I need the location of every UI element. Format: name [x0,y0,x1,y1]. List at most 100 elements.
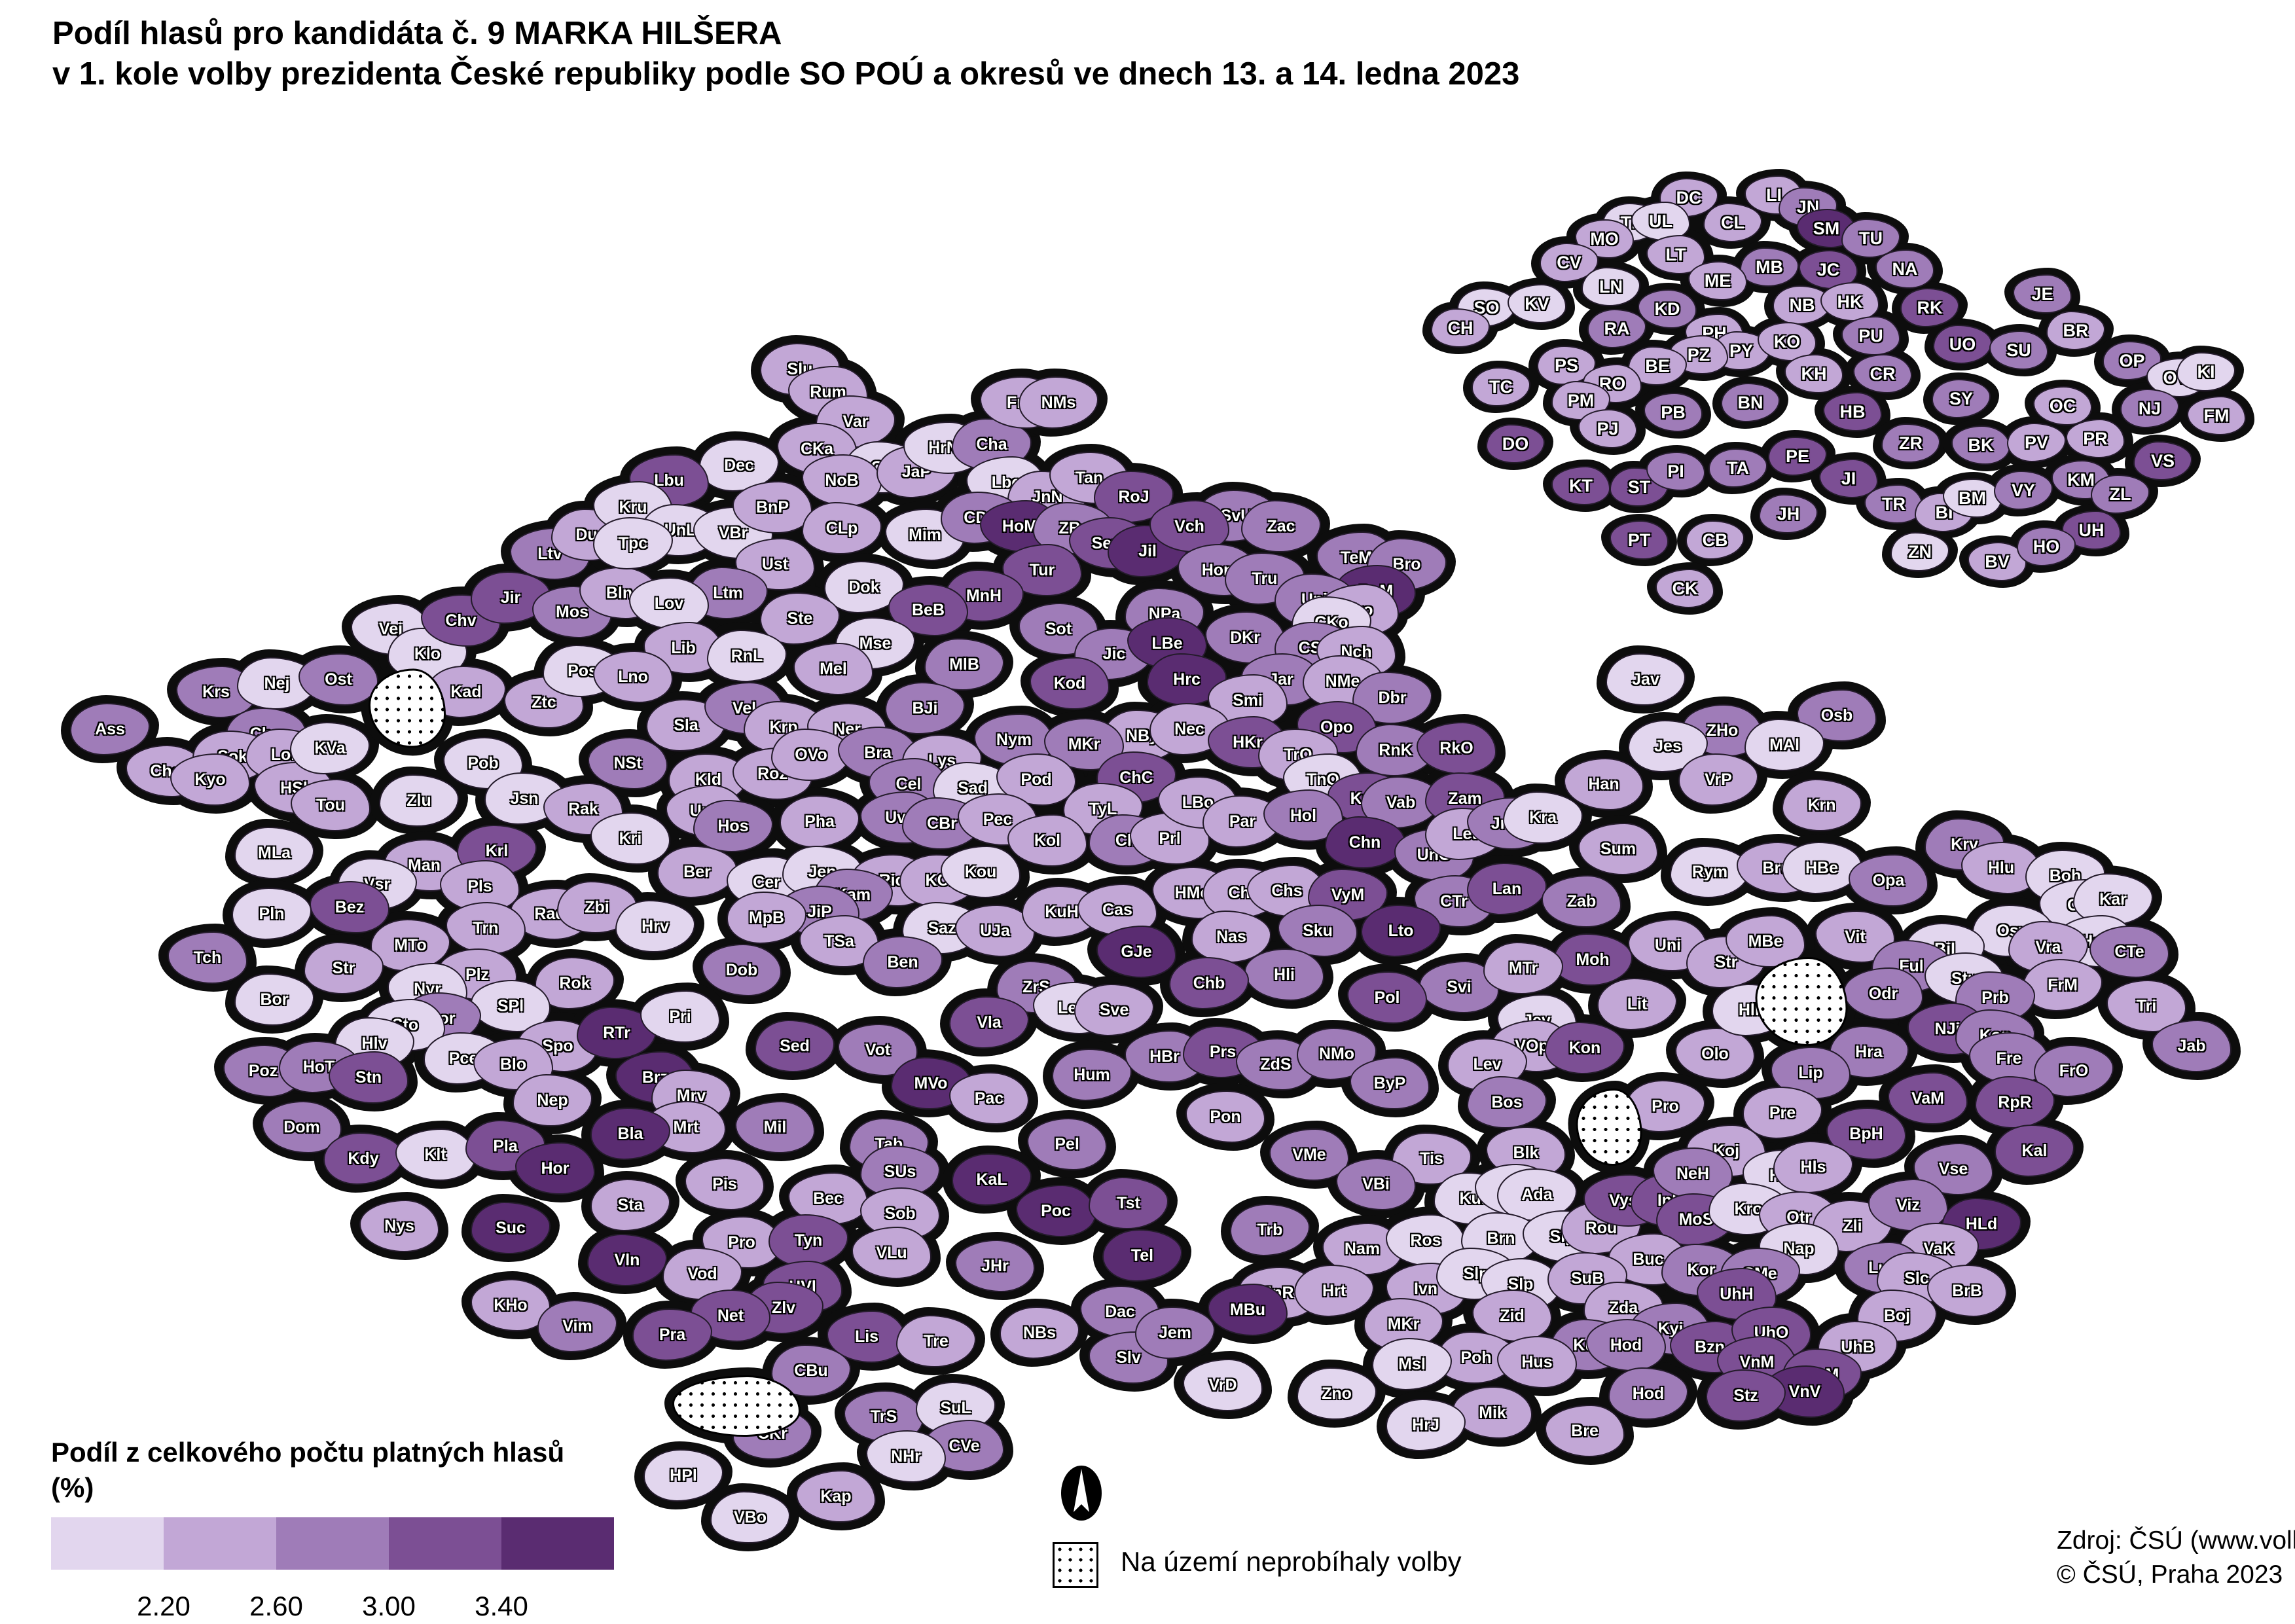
region-label: Vch [1174,516,1204,535]
region-label: MKr [1387,1314,1420,1333]
region-label: DO [1502,433,1529,454]
region-Kap: Kap [796,1470,876,1523]
region-MBu: MBu [1208,1284,1288,1336]
region-Ber: Ber [657,846,737,898]
region-label: Kar [2099,890,2127,909]
region-label: Tru [1252,569,1278,588]
region-ZN: ZN [1890,532,1949,571]
region-RpR: RpR [1975,1076,2055,1128]
region-label: RpR [1998,1092,2032,1111]
region-label: VY [2011,480,2036,500]
region-Pre: Pre [1743,1087,1822,1139]
region-label: ZHo [1706,721,1739,740]
region-Kra: Kra [1503,791,1583,844]
region-label: UL [1649,211,1672,231]
region-label: Kou [964,862,997,881]
region-label: Kad [450,682,482,701]
region-label: Dok [848,577,880,596]
legend-title-line2: (%) [51,1472,94,1503]
region-label: Chn [1348,833,1381,852]
region-label: TrS [870,1407,897,1426]
region-label: FrO [2059,1061,2089,1080]
region-label: Nep [537,1091,568,1110]
region-label: Vse [1938,1159,1968,1178]
region-BJi: BJi [885,682,965,734]
region-label: Mik [1479,1403,1506,1422]
region-label: MTr [1508,958,1538,977]
region-label: Vra [2035,937,2061,956]
region-Odr: Odr [1843,967,1923,1020]
region-label: KM [2067,469,2095,490]
region-label: NMo [1318,1044,1355,1063]
region-label: Hrv [642,916,669,935]
region-CH: CH [1431,308,1490,348]
region-label: Poc [1041,1201,1071,1220]
region-HK: HK [1820,282,1879,321]
region-ME: ME [1688,261,1747,300]
region-label: UhB [1841,1337,1875,1356]
region-label: Hos [717,816,749,835]
region-label: Lev [1473,1055,1502,1074]
region-Lto: Lto [1361,905,1441,957]
region-label: NMe [1325,672,1360,691]
region-label: Chs [1271,881,1303,900]
region-PT: PT [1610,520,1669,560]
region-label: Chb [1193,973,1225,992]
legend-break-3: 3.00 [362,1591,416,1621]
region-label: PU [1858,325,1883,346]
region-label: BM [1959,488,1986,508]
region-PV: PV [2007,423,2066,462]
region-label: SuL [940,1398,971,1417]
region-RK: RK [1900,288,1959,327]
region-label: KO [1773,331,1801,352]
region-Bla: Bla [590,1108,670,1160]
region-label: Hus [1521,1352,1553,1371]
region-label: ChC [1119,768,1153,787]
region-label: VyM [1331,885,1365,904]
region-Str: Str [304,942,384,994]
region-label: Saz [928,918,956,937]
region-label: CH [1447,317,1473,338]
region-label: Pls [467,876,492,895]
region-label: PT [1627,530,1651,550]
region-Bor: Bor [234,973,314,1026]
region-label: Hod [1632,1384,1665,1403]
region-GJe: GJe [1096,926,1176,978]
region-BR: BR [2046,311,2105,350]
region-KH: KH [1784,354,1843,393]
region-Kri: Kri [590,812,670,865]
region-label: KV [1525,293,1549,314]
region-label: Ost [325,670,352,689]
region-Pol: Pol [1347,971,1427,1024]
region-label: Lan [1492,879,1522,898]
region-label: Kal [2021,1141,2048,1160]
region-label: Kro [1734,1199,1763,1218]
region-label: RK [1917,297,1943,317]
region-Klt: Klt [395,1128,475,1181]
region-Sve: Sve [1074,984,1154,1036]
region-VMe: VMe [1269,1128,1349,1181]
region-MpB: MpB [727,892,806,944]
region-Tst: Tst [1089,1177,1168,1229]
legend-title: Podíl z celkového počtu platných hlasů (… [51,1435,564,1506]
region-Tou: Tou [291,779,370,831]
region-label: Vab [1386,793,1416,812]
region-label: Trb [1257,1220,1283,1239]
region-label: Tch [193,948,222,967]
region-label: Pre [1769,1103,1796,1122]
region-label: ME [1704,270,1731,291]
region-label: Hrt [1322,1281,1346,1300]
region-label: PS [1554,355,1579,375]
region-label: CLp [825,518,858,537]
region-Trn: Trn [446,902,526,954]
region-label: SuB [1571,1269,1604,1288]
region-Pac: Pac [949,1072,1029,1125]
region-label: Suc [496,1218,526,1237]
region-label: Buc [1633,1250,1664,1269]
region-Mik: Mik [1453,1386,1532,1439]
region-label: PI [1667,461,1684,481]
region-Zac: Zac [1241,500,1321,552]
region-label: Ros [1410,1231,1441,1250]
region-label: VrD [1208,1375,1237,1394]
